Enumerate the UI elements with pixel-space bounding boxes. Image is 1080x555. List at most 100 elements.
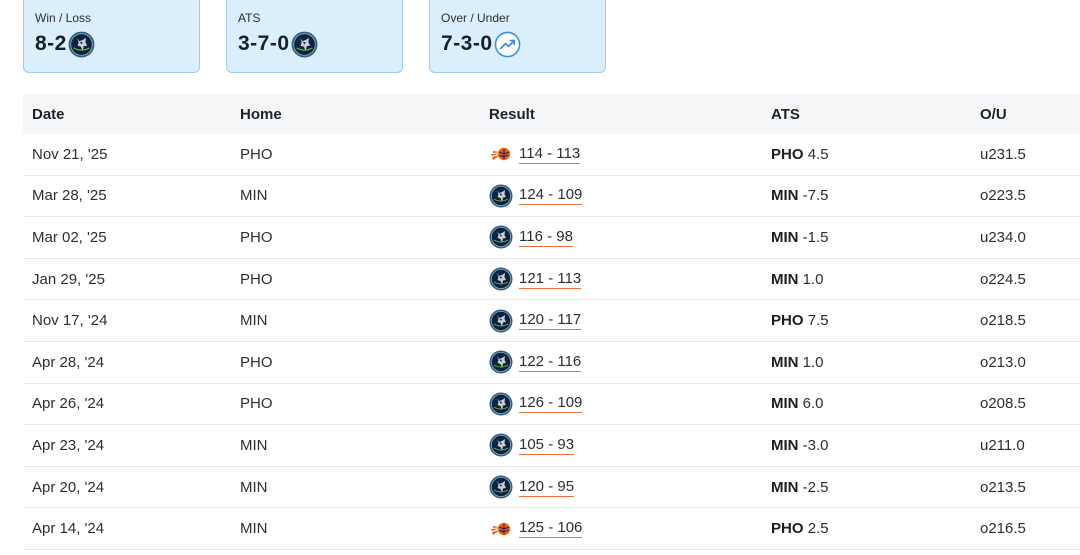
ats-line: -1.5 [802, 228, 829, 246]
timberwolves-logo-icon [489, 309, 513, 333]
score-link[interactable]: 114 - 113 [519, 144, 581, 164]
ats-result: MIN 1.0 [771, 271, 980, 288]
header-ou[interactable]: O/U [980, 105, 1007, 123]
ats-line: 2.5 [807, 520, 829, 538]
ats-result: PHO 2.5 [771, 520, 980, 537]
home-team: MIN [240, 187, 268, 205]
game-result: 114 - 113 [489, 142, 771, 166]
games-table: Date Home Result ATS O/U Nov 21, '25 PHO … [23, 94, 1080, 550]
table-row[interactable]: Mar 28, '25 MIN 124 - 109 MIN -7.5 o223.5 [23, 176, 1080, 218]
card-label: ATS [238, 11, 261, 25]
table-row[interactable]: Apr 20, '24 MIN 120 - 95 MIN -2.5 o213.5 [23, 467, 1080, 509]
game-result: 116 - 98 [489, 225, 771, 249]
card-value: 8-2 [35, 32, 67, 55]
over-under-result: o218.5 [980, 312, 1026, 330]
home-team: PHO [240, 353, 273, 371]
ats-team: MIN [771, 395, 799, 413]
card-value: 7-3-0 [441, 32, 493, 55]
trend-up-icon [494, 31, 521, 58]
ats-result: MIN 6.0 [771, 395, 980, 412]
ats-result: MIN 1.0 [771, 354, 980, 371]
game-date: Mar 02, '25 [32, 228, 107, 246]
table-row[interactable]: Apr 28, '24 PHO 122 - 116 MIN 1.0 o213.0 [23, 342, 1080, 384]
over-under-result: o213.0 [980, 353, 1026, 371]
over-under-result: o216.5 [980, 520, 1026, 538]
ats-team: MIN [771, 353, 799, 371]
home-team: MIN [240, 520, 268, 538]
game-date: Apr 28, '24 [32, 353, 105, 371]
over-under-card: Over / Under 7-3-0 [429, 0, 606, 73]
header-ats[interactable]: ATS [771, 105, 800, 123]
timberwolves-logo-icon [489, 267, 513, 291]
ats-result: MIN -1.5 [771, 229, 980, 246]
table-row[interactable]: Apr 14, '24 MIN 125 - 106 PHO 2.5 o216.5 [23, 508, 1080, 550]
table-body: Nov 21, '25 PHO 114 - 113 PHO 4.5 u231.5 Mar… [23, 134, 1080, 550]
ats-result: MIN -3.0 [771, 437, 980, 454]
header-result[interactable]: Result [489, 105, 535, 123]
home-team: MIN [240, 478, 268, 496]
ats-line: -2.5 [802, 478, 829, 496]
game-date: Mar 28, '25 [32, 187, 107, 205]
game-result: 126 - 109 [489, 392, 771, 416]
home-team: MIN [240, 436, 268, 454]
score-link[interactable]: 122 - 116 [519, 352, 582, 372]
game-date: Apr 20, '24 [32, 478, 105, 496]
ats-team: MIN [771, 228, 799, 246]
score-link[interactable]: 121 - 113 [519, 269, 582, 289]
score-link[interactable]: 116 - 98 [519, 227, 573, 247]
score-link[interactable]: 120 - 95 [519, 477, 575, 497]
timberwolves-logo-icon [489, 475, 513, 499]
table-row[interactable]: Mar 02, '25 PHO 116 - 98 MIN -1.5 u234.0 [23, 217, 1080, 259]
ats-line: 1.0 [802, 270, 824, 288]
score-link[interactable]: 124 - 109 [519, 186, 583, 206]
game-date: Jan 29, '25 [32, 270, 105, 288]
over-under-result: o223.5 [980, 187, 1026, 205]
ats-team: PHO [771, 520, 804, 538]
header-date[interactable]: Date [32, 105, 65, 123]
game-result: 124 - 109 [489, 184, 771, 208]
game-result: 105 - 93 [489, 433, 771, 457]
game-result: 122 - 116 [489, 350, 771, 374]
ats-team: PHO [771, 145, 804, 163]
home-team: PHO [240, 395, 273, 413]
ats-line: 1.0 [802, 353, 824, 371]
score-link[interactable]: 105 - 93 [519, 435, 575, 455]
game-date: Nov 17, '24 [32, 312, 108, 330]
table-row[interactable]: Nov 21, '25 PHO 114 - 113 PHO 4.5 u231.5 [23, 134, 1080, 176]
home-team: PHO [240, 270, 273, 288]
score-link[interactable]: 120 - 117 [519, 311, 582, 331]
ats-team: MIN [771, 436, 799, 454]
table-row[interactable]: Jan 29, '25 PHO 121 - 113 MIN 1.0 o224.5 [23, 259, 1080, 301]
timberwolves-logo-icon [68, 31, 95, 58]
win-loss-card: Win / Loss 8-2 [23, 0, 200, 73]
ats-line: 7.5 [807, 312, 829, 330]
timberwolves-logo-icon [489, 392, 513, 416]
table-row[interactable]: Apr 26, '24 PHO 126 - 109 MIN 6.0 o208.5 [23, 384, 1080, 426]
game-date: Apr 14, '24 [32, 520, 105, 538]
timberwolves-logo-icon [489, 350, 513, 374]
over-under-result: u231.5 [980, 145, 1026, 163]
ats-result: PHO 7.5 [771, 312, 980, 329]
header-home[interactable]: Home [240, 105, 282, 123]
home-team: MIN [240, 312, 268, 330]
table-row[interactable]: Apr 23, '24 MIN 105 - 93 MIN -3.0 u211.0 [23, 425, 1080, 467]
over-under-result: u211.0 [980, 436, 1025, 454]
card-value: 3-7-0 [238, 32, 290, 55]
over-under-result: u234.0 [980, 228, 1026, 246]
timberwolves-logo-icon [489, 184, 513, 208]
score-link[interactable]: 125 - 106 [519, 519, 583, 539]
game-result: 120 - 95 [489, 475, 771, 499]
ats-line: 6.0 [802, 395, 824, 413]
ats-team: MIN [771, 478, 799, 496]
over-under-result: o213.5 [980, 478, 1026, 496]
game-result: 125 - 106 [489, 517, 771, 541]
table-row[interactable]: Nov 17, '24 MIN 120 - 117 PHO 7.5 o218.5 [23, 300, 1080, 342]
ats-result: MIN -7.5 [771, 187, 980, 204]
card-label: Over / Under [441, 11, 510, 25]
timberwolves-logo-icon [291, 31, 318, 58]
score-link[interactable]: 126 - 109 [519, 394, 583, 414]
ats-card: ATS 3-7-0 [226, 0, 403, 73]
ats-line: -7.5 [802, 187, 829, 205]
suns-logo-icon [489, 517, 513, 541]
